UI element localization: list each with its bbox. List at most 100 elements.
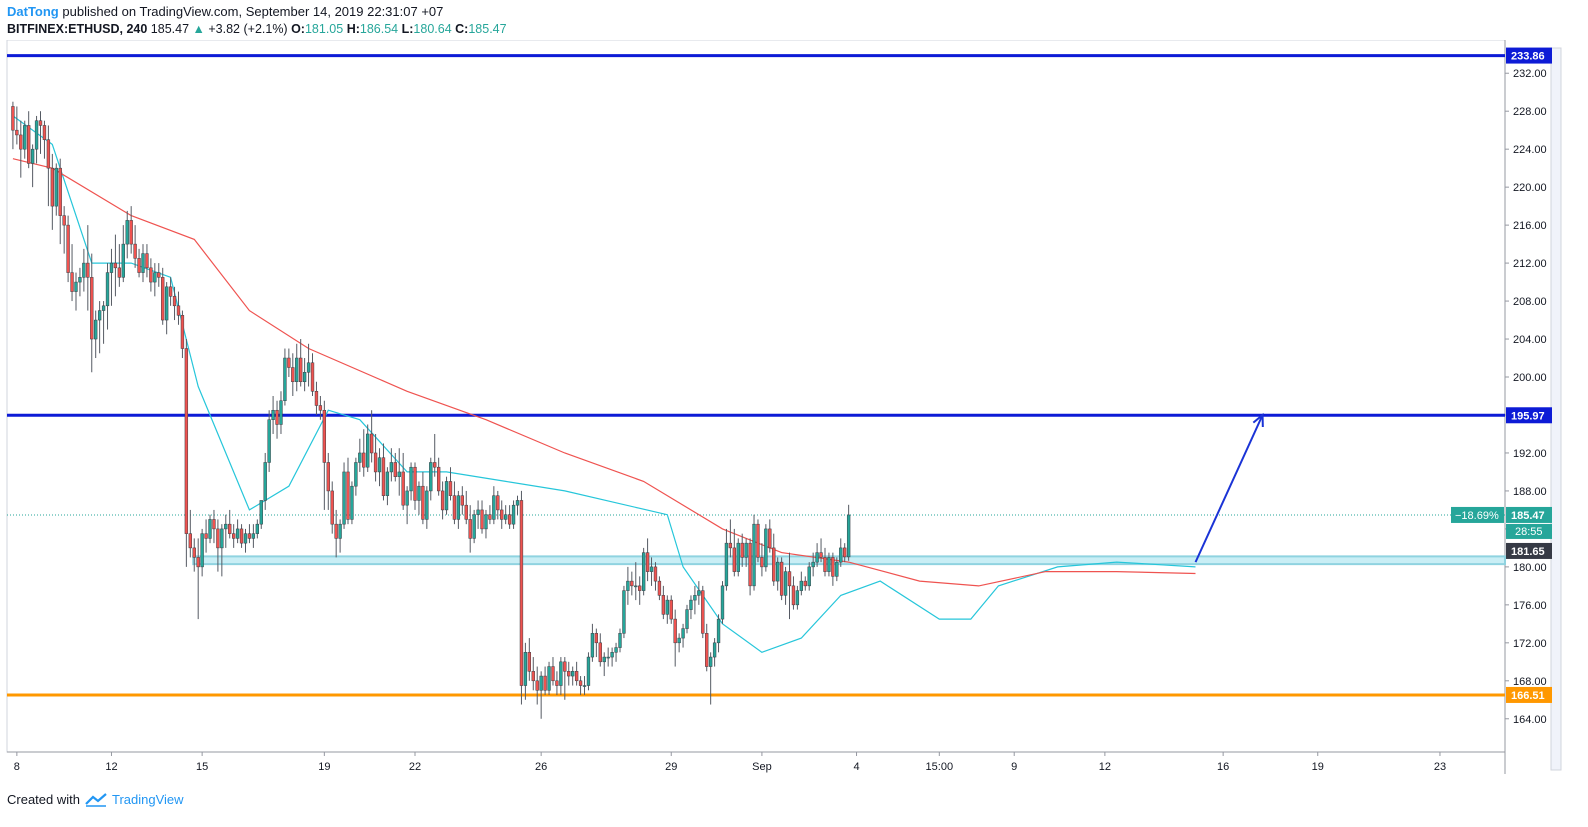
candle (835, 557, 839, 582)
candle-body (724, 542, 729, 587)
candle-body (779, 561, 784, 596)
candle-body (539, 675, 543, 691)
candle-body (681, 628, 685, 639)
candle-body (38, 120, 43, 126)
candle-body (279, 400, 283, 425)
candle (299, 339, 303, 387)
candle-body (243, 533, 248, 544)
candle-body (618, 633, 622, 648)
publish-info: DatTong published on TradingView.com, Se… (7, 4, 443, 19)
candle-body (602, 656, 606, 663)
candle-body (732, 547, 736, 572)
candle-body (535, 680, 539, 691)
candle-body (310, 362, 315, 392)
y-tick-label: 176.00 (1513, 600, 1547, 612)
x-tick-label: 16 (1217, 761, 1229, 773)
candle-body (464, 504, 468, 520)
candle-body (839, 547, 843, 563)
price-chart[interactable]: 164.00168.00172.00176.00180.00184.00188.… (0, 40, 1588, 780)
candle (11, 101, 15, 150)
candle (559, 657, 563, 696)
candle-body (354, 462, 358, 487)
candle-body (397, 471, 401, 477)
candle (34, 115, 39, 164)
candle (641, 547, 646, 596)
candle (326, 452, 330, 510)
candle-body (176, 305, 181, 316)
candle-body (511, 504, 516, 525)
candle (405, 486, 409, 525)
low-value: 180.64 (413, 22, 452, 36)
candle-body (306, 362, 311, 373)
candle-body (440, 490, 445, 511)
tradingview-logo-icon (85, 792, 107, 807)
low-label: L: (401, 22, 414, 36)
candle-body (819, 552, 823, 558)
candle (232, 524, 236, 548)
candle-body (393, 462, 397, 477)
candle-body (141, 253, 145, 273)
level-price-tag (1506, 47, 1552, 64)
last-price-tag (1506, 506, 1552, 523)
candle (657, 576, 662, 601)
high-label: H: (346, 22, 360, 36)
candle (807, 562, 811, 591)
candle-body (708, 656, 713, 667)
tradingview-brand[interactable]: TradingView (111, 792, 184, 807)
candle-body (224, 523, 228, 530)
candle (86, 225, 90, 311)
candle (172, 286, 177, 321)
candle-body (669, 599, 673, 620)
candle-body (192, 547, 196, 558)
candle-body (803, 580, 807, 587)
candle (653, 562, 658, 591)
candle (334, 509, 338, 558)
candle-body (381, 457, 386, 496)
candle (716, 614, 721, 653)
candle (843, 543, 847, 563)
candle-body (346, 471, 350, 520)
candle-body (496, 495, 500, 511)
x-tick-label: 15:00 (926, 761, 954, 773)
candle-body (74, 281, 78, 292)
candle (58, 158, 62, 245)
candle-body (563, 661, 567, 672)
candle-body (401, 471, 405, 506)
open-label: O: (291, 22, 305, 36)
candle (480, 500, 484, 534)
candle-body (452, 495, 457, 520)
candle (606, 647, 610, 667)
candle (279, 391, 283, 434)
candle-body (137, 258, 141, 273)
y-tick-label: 232.00 (1513, 68, 1547, 80)
candle (23, 120, 27, 159)
candle-body (145, 253, 149, 269)
candle (507, 505, 512, 529)
candle (105, 263, 110, 330)
candle (413, 462, 417, 510)
candle-body (476, 509, 480, 515)
candle (669, 595, 673, 624)
candle-body (653, 566, 658, 582)
candle-body (689, 599, 693, 610)
candle (515, 495, 520, 515)
candle-body (283, 357, 287, 401)
candle (50, 153, 55, 230)
candle-body (768, 528, 772, 549)
candle-body (433, 462, 437, 468)
candle-body (350, 485, 354, 520)
candle (586, 652, 591, 691)
candle (208, 514, 212, 544)
candle-body (425, 490, 429, 520)
candle-body (574, 671, 579, 682)
candle-body (567, 671, 571, 677)
candle-body (673, 618, 677, 644)
candle-body (701, 590, 705, 634)
marker-price-tag (1506, 542, 1552, 559)
author-name[interactable]: DatTong (7, 4, 59, 19)
y-tick-label: 224.00 (1513, 144, 1547, 156)
candle (19, 120, 23, 178)
candle (665, 595, 669, 624)
countdown-label: 28:55 (1515, 526, 1543, 538)
candle (476, 500, 480, 529)
